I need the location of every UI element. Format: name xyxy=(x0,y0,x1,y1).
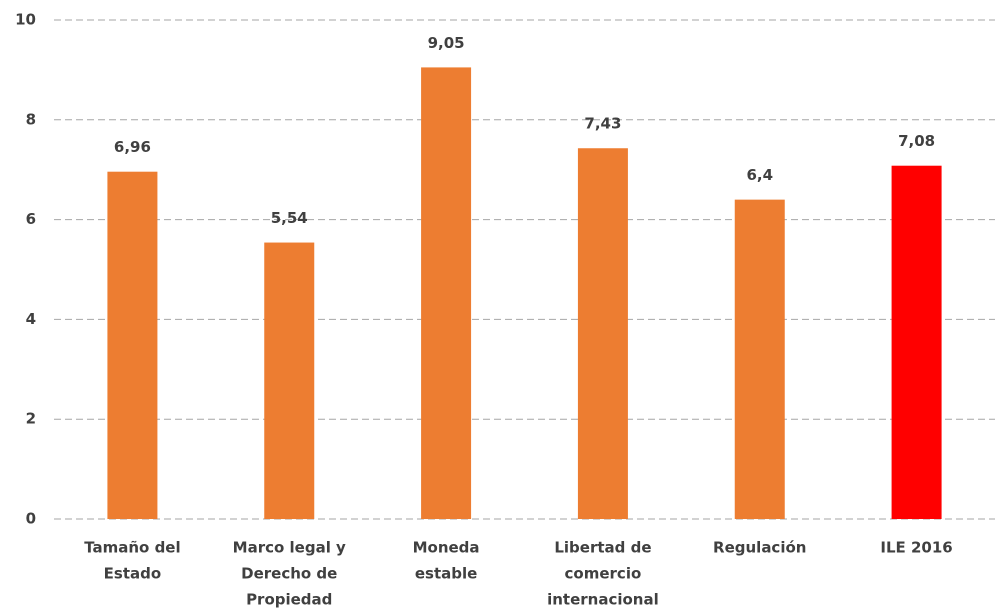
x-tick-label: estable xyxy=(415,565,477,583)
x-tick-label: ILE 2016 xyxy=(880,539,952,557)
bar xyxy=(577,148,628,520)
x-tick-label: Regulación xyxy=(713,539,806,557)
y-tick-label: 2 xyxy=(26,410,36,428)
data-label: 6,96 xyxy=(114,138,151,156)
x-tick-label: Derecho de xyxy=(241,565,337,583)
x-tick-label: Libertad de xyxy=(554,539,651,557)
bar xyxy=(421,67,472,519)
data-label: 5,54 xyxy=(271,209,308,227)
x-tick-label: Moneda xyxy=(413,539,480,557)
data-label: 6,4 xyxy=(746,166,773,184)
x-tick-label: Propiedad xyxy=(246,591,332,608)
bar xyxy=(264,242,315,519)
x-tick-label: Marco legal y xyxy=(233,539,346,557)
x-tick-label: Tamaño del xyxy=(84,539,180,557)
x-tick-label: comercio xyxy=(565,565,642,583)
x-tick-label: internacional xyxy=(547,591,659,608)
bar xyxy=(734,199,785,519)
bar xyxy=(107,171,158,520)
x-tick-label: Estado xyxy=(104,565,162,583)
bar xyxy=(891,165,942,519)
data-label: 7,43 xyxy=(584,115,621,133)
y-tick-label: 8 xyxy=(26,110,36,128)
data-label: 7,08 xyxy=(898,132,935,150)
y-tick-label: 6 xyxy=(26,210,36,228)
y-tick-label: 10 xyxy=(15,11,36,29)
data-label: 9,05 xyxy=(428,34,465,52)
y-tick-label: 4 xyxy=(26,310,36,328)
y-tick-label: 0 xyxy=(26,510,36,528)
